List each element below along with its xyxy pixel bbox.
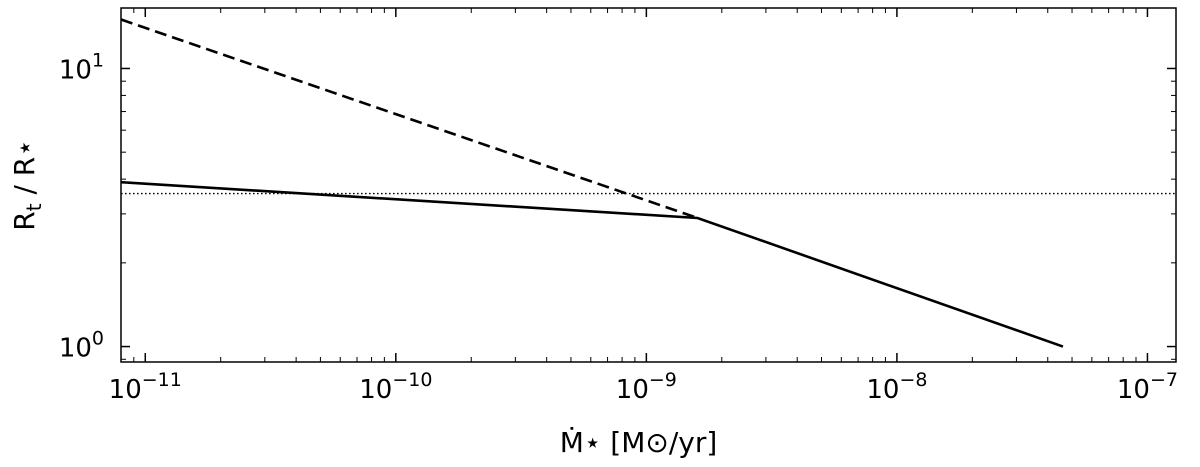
label-layer: 10−11 10−10 10−9 10−8 10−7 100 101 Ṁ⋆ [M⊙/yr] R… [8, 49, 1178, 459]
plot-frame [120, 7, 1177, 363]
x-tick-label: 10−9 [616, 369, 677, 405]
series-line-dashed [120, 18, 698, 220]
y-tick-label: 100 [59, 328, 104, 364]
series-layer [120, 18, 1176, 348]
x-tick-label: 10−10 [359, 369, 432, 405]
y-tick-label: 101 [59, 49, 104, 85]
x-axis-label: Ṁ⋆ [M⊙/yr] [560, 426, 718, 459]
x-tick-label: 10−11 [109, 369, 182, 405]
x-tick-label: 10−7 [1117, 369, 1178, 405]
x-tick-label: 10−8 [866, 369, 927, 405]
y-axis-label: Rt / R⋆ [8, 139, 46, 231]
tick-layer [120, 8, 1176, 362]
series-line-solid [120, 180, 1064, 348]
